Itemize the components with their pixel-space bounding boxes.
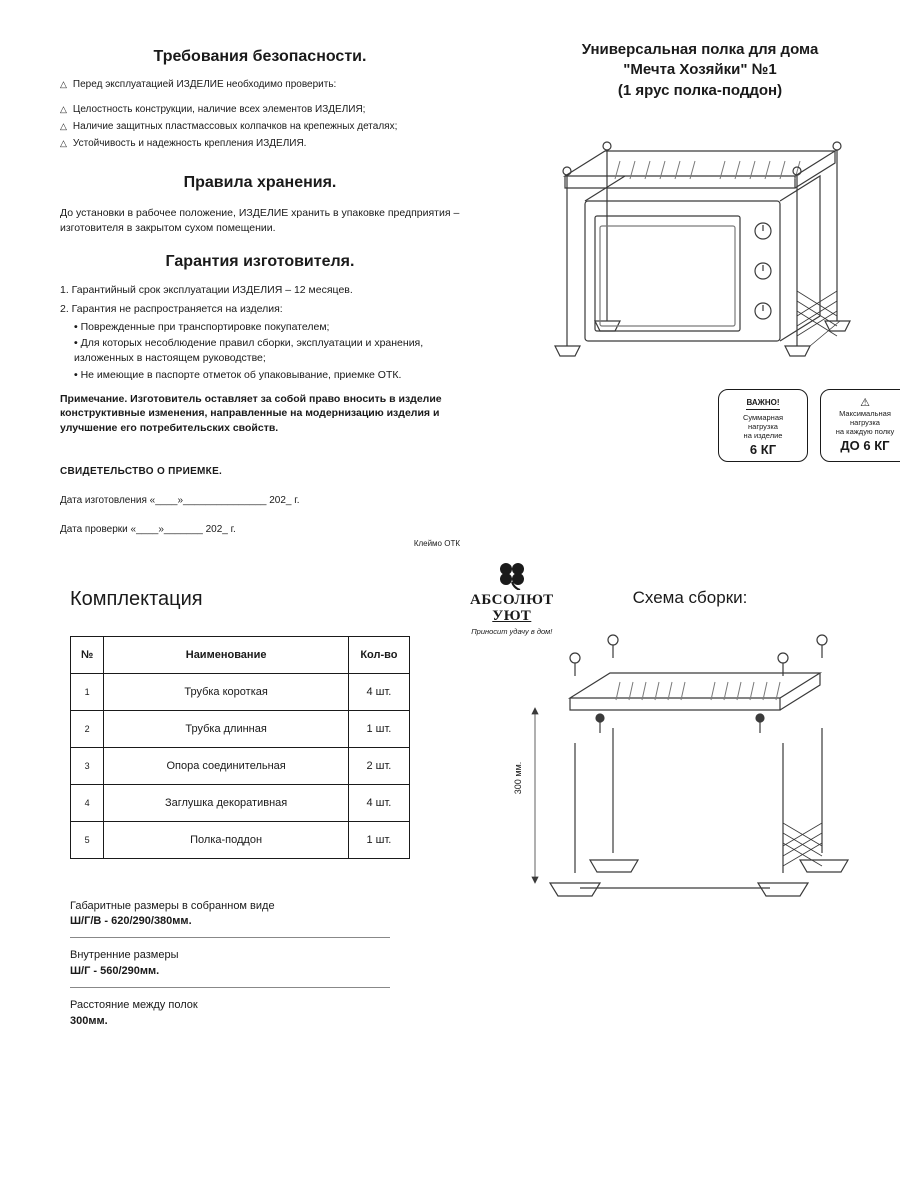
acceptance-title: СВИДЕТЕЛЬСТВО О ПРИЕМКЕ. bbox=[60, 466, 460, 477]
cell-name: Полка-поддон bbox=[104, 821, 349, 858]
col-num: № bbox=[71, 636, 104, 673]
cell-name: Трубка длинная bbox=[104, 710, 349, 747]
parts-title: Комплектация bbox=[70, 588, 440, 611]
info-box-total-load: ВАЖНО! Суммарная нагрузка на изделие 6 К… bbox=[718, 389, 808, 462]
dim-gap: Расстояние между полок 300мм. bbox=[70, 988, 390, 1037]
safety-lead: △ Перед эксплуатацией ИЗДЕЛИЕ необходимо… bbox=[60, 78, 460, 91]
table-row: 2Трубка длинная1 шт. bbox=[71, 710, 410, 747]
warranty-sub: Поврежденные при транспортировке покупат… bbox=[74, 320, 460, 335]
height-dim-label: 300 мм. bbox=[513, 761, 523, 793]
col-qty: Кол-во bbox=[348, 636, 409, 673]
cell-name: Опора соединительная bbox=[104, 747, 349, 784]
cell-num: 5 bbox=[71, 821, 104, 858]
table-row: 1Трубка короткая4 шт. bbox=[71, 673, 410, 710]
product-illustration bbox=[520, 121, 880, 381]
cell-qty: 2 шт. bbox=[348, 747, 409, 784]
cell-num: 4 bbox=[71, 784, 104, 821]
clover-icon bbox=[494, 560, 530, 590]
warranty-sub: Не имеющие в паспорте отметок об упаковы… bbox=[74, 368, 460, 383]
safety-item: △Устойчивость и надежность крепления ИЗД… bbox=[60, 137, 460, 150]
storage-text: До установки в рабочее положение, ИЗДЕЛИ… bbox=[60, 206, 460, 235]
dim-inner: Внутренние размеры Ш/Г - 560/290мм. bbox=[70, 938, 390, 988]
cell-qty: 1 шт. bbox=[348, 710, 409, 747]
table-row: 5Полка-поддон1 шт. bbox=[71, 821, 410, 858]
cell-qty: 1 шт. bbox=[348, 821, 409, 858]
col-name: Наименование bbox=[104, 636, 349, 673]
table-row: 4Заглушка декоративная4 шт. bbox=[71, 784, 410, 821]
cell-num: 3 bbox=[71, 747, 104, 784]
dim-overall: Габаритные размеры в собранном виде Ш/Г/… bbox=[70, 889, 390, 939]
warranty-n1: 1. Гарантийный срок эксплуатации ИЗДЕЛИЯ… bbox=[60, 283, 460, 298]
date-made: Дата изготовления «____»_______________ … bbox=[60, 495, 460, 506]
cell-name: Заглушка декоративная bbox=[104, 784, 349, 821]
warranty-sub: Для которых несоблюдение правил сборки, … bbox=[74, 336, 460, 365]
assembly-illustration bbox=[520, 628, 860, 928]
cell-qty: 4 шт. bbox=[348, 673, 409, 710]
stamp-label: Клеймо ОТК bbox=[60, 539, 460, 548]
table-row: 3Опора соединительная2 шт. bbox=[71, 747, 410, 784]
warranty-title: Гарантия изготовителя. bbox=[60, 253, 460, 271]
product-title: Универсальная полка для дома "Мечта Хозя… bbox=[490, 40, 900, 101]
safety-item: △Целостность конструкции, наличие всех э… bbox=[60, 103, 460, 116]
safety-title: Требования безопасности. bbox=[60, 48, 460, 66]
parts-table: № Наименование Кол-во 1Трубка короткая4 … bbox=[70, 636, 410, 859]
warn-icon: △ bbox=[60, 79, 67, 92]
cell-num: 2 bbox=[71, 710, 104, 747]
cell-qty: 4 шт. bbox=[348, 784, 409, 821]
warn-triangle-icon: ⚠ bbox=[829, 396, 900, 409]
brand-logo: АБСОЛЮТ УЮТ Приносит удачу в дом! bbox=[470, 560, 554, 636]
date-checked: Дата проверки «____»_______ 202_ г. bbox=[60, 524, 460, 535]
warranty-n2: 2. Гарантия не распространяется на издел… bbox=[60, 302, 460, 317]
storage-title: Правила хранения. bbox=[60, 174, 460, 192]
warranty-note: Примечание. Изготовитель оставляет за со… bbox=[60, 392, 460, 436]
cell-name: Трубка короткая bbox=[104, 673, 349, 710]
info-box-shelf-load: ⚠ Максимальная нагрузка на каждую полку … bbox=[820, 389, 900, 462]
cell-num: 1 bbox=[71, 673, 104, 710]
safety-item: △Наличие защитных пластмассовых колпачко… bbox=[60, 120, 460, 133]
